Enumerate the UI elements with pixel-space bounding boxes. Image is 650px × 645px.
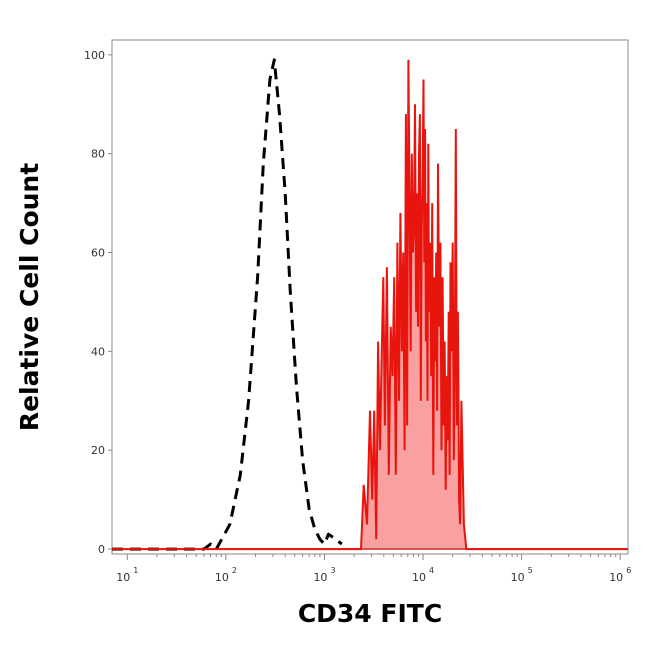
stained-series-line bbox=[112, 59, 628, 551]
x-tick-label-5: 10 bbox=[609, 571, 623, 584]
series-layer bbox=[112, 58, 628, 551]
x-axis-title: CD34 FITC bbox=[298, 599, 442, 628]
x-tick-exponent-2: 3 bbox=[330, 566, 335, 575]
stained-series-fill bbox=[112, 59, 628, 550]
control-series-line bbox=[112, 58, 343, 551]
y-tick-label-5: 100 bbox=[84, 49, 105, 62]
y-tick-label-0: 0 bbox=[98, 543, 105, 556]
x-tick-exponent-5: 6 bbox=[626, 566, 631, 575]
x-tick-label-0: 10 bbox=[116, 571, 130, 584]
plot-frame bbox=[111, 39, 629, 555]
x-tick-label-4: 10 bbox=[511, 571, 525, 584]
x-tick-exponent-1: 2 bbox=[232, 566, 237, 575]
y-tick-label-3: 60 bbox=[91, 247, 105, 260]
y-tick-label-1: 20 bbox=[91, 444, 105, 457]
x-tick-label-2: 10 bbox=[313, 571, 327, 584]
x-tick-exponent-0: 1 bbox=[133, 566, 138, 575]
x-tick-label-1: 10 bbox=[215, 571, 229, 584]
y-axis-ticks: 0 20 40 60 80 100 bbox=[84, 49, 112, 556]
x-tick-exponent-4: 5 bbox=[528, 566, 533, 575]
y-axis-title: Relative Cell Count bbox=[15, 163, 44, 431]
y-tick-label-4: 80 bbox=[91, 148, 105, 161]
x-tick-exponent-3: 4 bbox=[429, 566, 434, 575]
x-tick-label-3: 10 bbox=[412, 571, 426, 584]
y-tick-label-2: 40 bbox=[91, 345, 105, 358]
